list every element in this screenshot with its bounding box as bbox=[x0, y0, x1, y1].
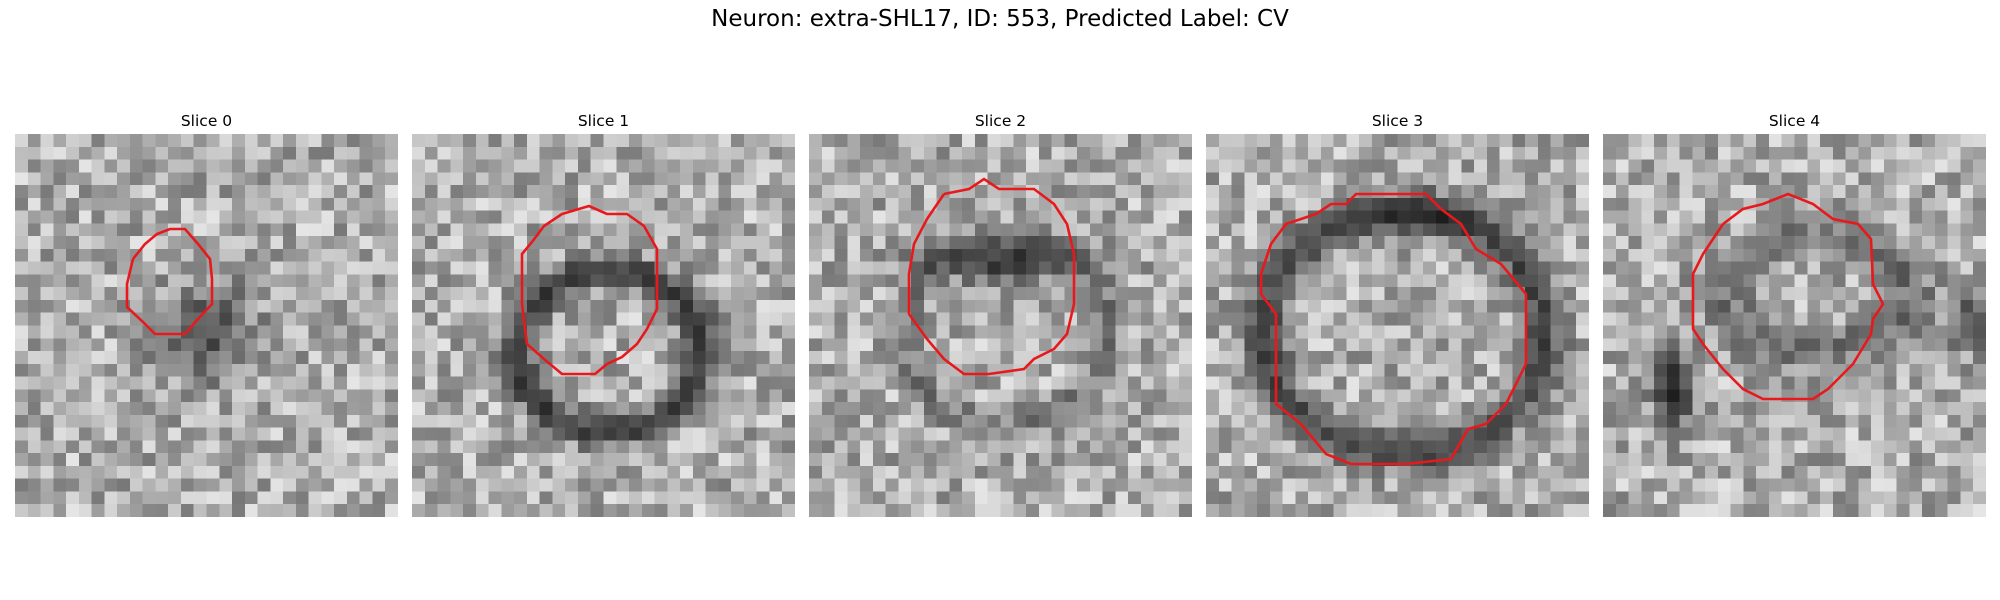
slice-panel-4: Slice 4 bbox=[1603, 108, 1986, 517]
slice-title: Slice 3 bbox=[1371, 112, 1424, 130]
slice-panel-3: Slice 3 bbox=[1206, 108, 1589, 517]
slice-title: Slice 0 bbox=[180, 112, 233, 130]
figure-title: Neuron: extra-SHL17, ID: 553, Predicted … bbox=[711, 6, 1289, 32]
slice-title: Slice 1 bbox=[577, 112, 630, 130]
slice-image bbox=[412, 134, 795, 517]
roi-contour bbox=[520, 204, 659, 376]
slice-panel-1: Slice 1 bbox=[412, 108, 795, 517]
slice-title: Slice 4 bbox=[1768, 112, 1821, 130]
slice-panel-2: Slice 2 bbox=[809, 108, 1192, 517]
slice-image bbox=[15, 134, 398, 517]
roi-contour bbox=[1259, 192, 1528, 466]
roi-contour bbox=[907, 177, 1076, 376]
roi-contour bbox=[125, 227, 214, 336]
slice-panel-0: Slice 0 bbox=[15, 108, 398, 517]
slice-image bbox=[809, 134, 1192, 517]
roi-contour bbox=[1691, 192, 1885, 401]
slice-title: Slice 2 bbox=[974, 112, 1027, 130]
